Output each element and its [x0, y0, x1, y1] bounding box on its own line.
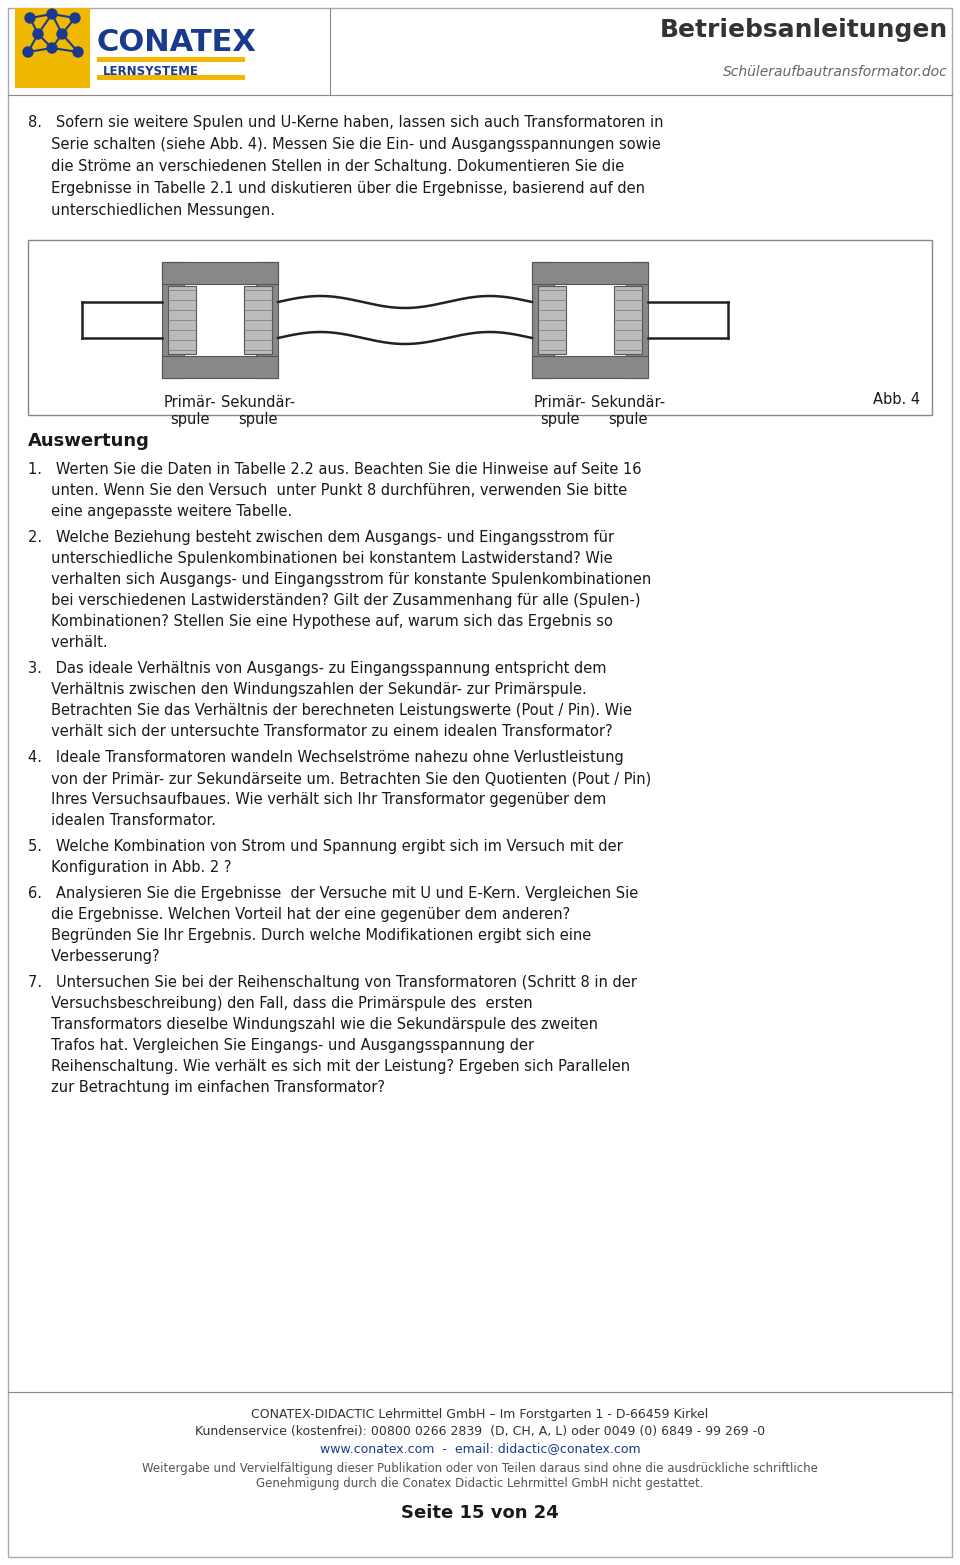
- Text: die Ergebnisse. Welchen Vorteil hat der eine gegenüber dem anderen?: die Ergebnisse. Welchen Vorteil hat der …: [28, 908, 570, 922]
- Text: Verhältnis zwischen den Windungszahlen der Sekundär- zur Primärspule.: Verhältnis zwischen den Windungszahlen d…: [28, 682, 587, 696]
- Text: Transformators dieselbe Windungszahl wie die Sekundärspule des zweiten: Transformators dieselbe Windungszahl wie…: [28, 1017, 598, 1031]
- Text: Auswertung: Auswertung: [28, 432, 150, 451]
- Text: Trafos hat. Vergleichen Sie Eingangs- und Ausgangsspannung der: Trafos hat. Vergleichen Sie Eingangs- un…: [28, 1038, 534, 1053]
- Text: Primär-
spule: Primär- spule: [534, 394, 587, 427]
- Text: Schüleraufbautransformator.doc: Schüleraufbautransformator.doc: [723, 66, 948, 78]
- Circle shape: [25, 13, 35, 23]
- Text: 7.   Untersuchen Sie bei der Reihenschaltung von Transformatoren (Schritt 8 in d: 7. Untersuchen Sie bei der Reihenschaltu…: [28, 975, 636, 991]
- Text: Kundenservice (kostenfrei): 00800 0266 2839  (D, CH, A, L) oder 0049 (0) 6849 - : Kundenservice (kostenfrei): 00800 0266 2…: [195, 1426, 765, 1438]
- Text: LERNSYSTEME: LERNSYSTEME: [103, 66, 199, 78]
- Bar: [162, 355, 278, 379]
- Text: Abb. 4: Abb. 4: [873, 391, 920, 407]
- Text: CONATEX-DIDACTIC Lehrmittel GmbH – Im Forstgarten 1 - D-66459 Kirkel: CONATEX-DIDACTIC Lehrmittel GmbH – Im Fo…: [252, 1408, 708, 1421]
- Text: Seite 15 von 24: Seite 15 von 24: [401, 1504, 559, 1523]
- Circle shape: [47, 42, 57, 53]
- Text: die Ströme an verschiedenen Stellen in der Schaltung. Dokumentieren Sie die: die Ströme an verschiedenen Stellen in d…: [28, 160, 624, 174]
- Text: Betriebsanleitungen: Betriebsanleitungen: [660, 19, 948, 42]
- Text: zur Betrachtung im einfachen Transformator?: zur Betrachtung im einfachen Transformat…: [28, 1080, 385, 1096]
- Text: www.conatex.com  -  email: didactic@conatex.com: www.conatex.com - email: didactic@conate…: [320, 1441, 640, 1455]
- Text: 3.   Das ideale Verhältnis von Ausgangs- zu Eingangsspannung entspricht dem: 3. Das ideale Verhältnis von Ausgangs- z…: [28, 660, 607, 676]
- Text: Serie schalten (siehe Abb. 4). Messen Sie die Ein- und Ausgangsspannungen sowie: Serie schalten (siehe Abb. 4). Messen Si…: [28, 138, 660, 152]
- Text: 6.   Analysieren Sie die Ergebnisse  der Versuche mit U und E-Kern. Vergleichen : 6. Analysieren Sie die Ergebnisse der Ve…: [28, 886, 638, 901]
- Text: Reihenschaltung. Wie verhält es sich mit der Leistung? Ergeben sich Parallelen: Reihenschaltung. Wie verhält es sich mit…: [28, 1060, 630, 1074]
- Circle shape: [23, 47, 33, 56]
- Bar: [97, 75, 245, 80]
- Text: eine angepasste weitere Tabelle.: eine angepasste weitere Tabelle.: [28, 504, 292, 520]
- Bar: [538, 286, 566, 354]
- Bar: [97, 56, 245, 63]
- Text: unterschiedlichen Messungen.: unterschiedlichen Messungen.: [28, 203, 275, 218]
- Bar: [28, 239, 932, 415]
- Bar: [244, 286, 272, 354]
- Text: CONATEX: CONATEX: [97, 28, 257, 56]
- Text: idealen Transformator.: idealen Transformator.: [28, 812, 216, 828]
- Bar: [256, 261, 278, 379]
- Text: Betrachten Sie das Verhältnis der berechneten Leistungswerte (Pout / Pin). Wie: Betrachten Sie das Verhältnis der berech…: [28, 703, 632, 718]
- Text: 1.   Werten Sie die Daten in Tabelle 2.2 aus. Beachten Sie die Hinweise auf Seit: 1. Werten Sie die Daten in Tabelle 2.2 a…: [28, 462, 641, 477]
- Circle shape: [57, 30, 67, 39]
- Bar: [162, 261, 278, 283]
- Text: 8.   Sofern sie weitere Spulen und U-Kerne haben, lassen sich auch Transformator: 8. Sofern sie weitere Spulen und U-Kerne…: [28, 114, 663, 130]
- Text: unten. Wenn Sie den Versuch  unter Punkt 8 durchführen, verwenden Sie bitte: unten. Wenn Sie den Versuch unter Punkt …: [28, 484, 627, 498]
- Text: Sekundär-
spule: Sekundär- spule: [591, 394, 665, 427]
- Text: Ihres Versuchsaufbaues. Wie verhält sich Ihr Transformator gegenüber dem: Ihres Versuchsaufbaues. Wie verhält sich…: [28, 792, 607, 808]
- Text: Weitergabe und Vervielfältigung dieser Publikation oder von Teilen daraus sind o: Weitergabe und Vervielfältigung dieser P…: [142, 1462, 818, 1474]
- Text: Versuchsbeschreibung) den Fall, dass die Primärspule des  ersten: Versuchsbeschreibung) den Fall, dass die…: [28, 995, 533, 1011]
- Bar: [532, 261, 554, 379]
- Bar: [626, 261, 648, 379]
- Text: 5.   Welche Kombination von Strom und Spannung ergibt sich im Versuch mit der: 5. Welche Kombination von Strom und Span…: [28, 839, 623, 854]
- Bar: [614, 286, 642, 354]
- Text: von der Primär- zur Sekundärseite um. Betrachten Sie den Quotienten (Pout / Pin): von der Primär- zur Sekundärseite um. Be…: [28, 772, 651, 786]
- Text: Sekundär-
spule: Sekundär- spule: [221, 394, 295, 427]
- Circle shape: [47, 9, 57, 19]
- Bar: [15, 8, 90, 88]
- Text: bei verschiedenen Lastwiderständen? Gilt der Zusammenhang für alle (Spulen-): bei verschiedenen Lastwiderständen? Gilt…: [28, 593, 640, 607]
- Text: Primär-
spule: Primär- spule: [164, 394, 216, 427]
- Text: unterschiedliche Spulenkombinationen bei konstantem Lastwiderstand? Wie: unterschiedliche Spulenkombinationen bei…: [28, 551, 612, 567]
- Bar: [532, 261, 648, 283]
- Text: verhält sich der untersuchte Transformator zu einem idealen Transformator?: verhält sich der untersuchte Transformat…: [28, 725, 612, 739]
- Text: Genehmigung durch die Conatex Didactic Lehrmittel GmbH nicht gestattet.: Genehmigung durch die Conatex Didactic L…: [256, 1477, 704, 1490]
- Text: Begründen Sie Ihr Ergebnis. Durch welche Modifikationen ergibt sich eine: Begründen Sie Ihr Ergebnis. Durch welche…: [28, 928, 591, 944]
- Text: 4.   Ideale Transformatoren wandeln Wechselströme nahezu ohne Verlustleistung: 4. Ideale Transformatoren wandeln Wechse…: [28, 750, 624, 765]
- Bar: [168, 286, 196, 354]
- Bar: [532, 355, 648, 379]
- Text: verhalten sich Ausgangs- und Eingangsstrom für konstante Spulenkombinationen: verhalten sich Ausgangs- und Eingangsstr…: [28, 571, 651, 587]
- Circle shape: [33, 30, 43, 39]
- Bar: [162, 261, 184, 379]
- Text: Kombinationen? Stellen Sie eine Hypothese auf, warum sich das Ergebnis so: Kombinationen? Stellen Sie eine Hypothes…: [28, 613, 612, 629]
- Text: verhält.: verhält.: [28, 635, 108, 649]
- Text: 2.   Welche Beziehung besteht zwischen dem Ausgangs- und Eingangsstrom für: 2. Welche Beziehung besteht zwischen dem…: [28, 531, 614, 545]
- Text: Verbesserung?: Verbesserung?: [28, 948, 159, 964]
- Circle shape: [70, 13, 80, 23]
- Circle shape: [73, 47, 83, 56]
- Text: Konfiguration in Abb. 2 ?: Konfiguration in Abb. 2 ?: [28, 861, 231, 875]
- Text: Ergebnisse in Tabelle 2.1 und diskutieren über die Ergebnisse, basierend auf den: Ergebnisse in Tabelle 2.1 und diskutiere…: [28, 182, 645, 196]
